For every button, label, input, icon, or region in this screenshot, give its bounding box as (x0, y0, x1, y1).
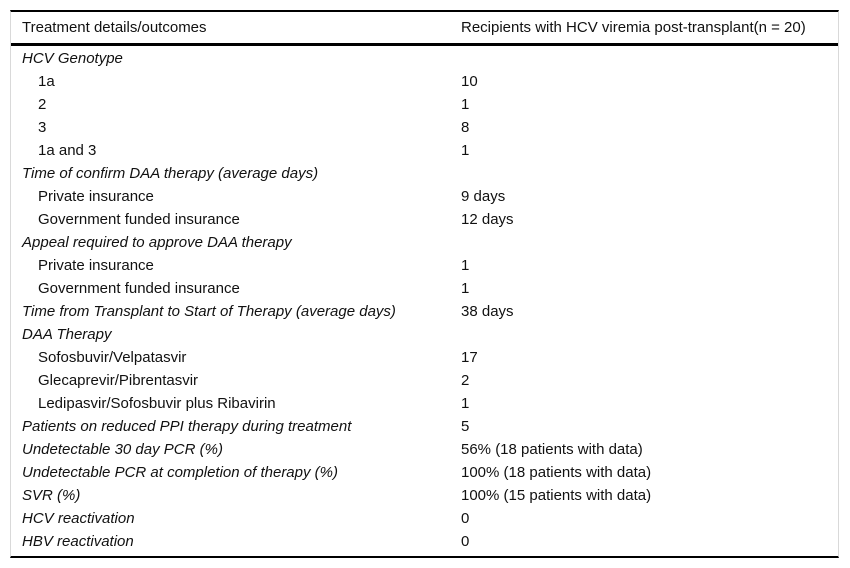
row-value: 1 (461, 257, 470, 274)
row-value: 5 (461, 418, 470, 435)
row-label: Patients on reduced PPI therapy during t… (22, 418, 352, 435)
row-value: 0 (461, 533, 470, 550)
row-value: 0 (461, 510, 470, 527)
row-label: 2 (38, 96, 47, 113)
row-label: 1a (38, 73, 55, 90)
row-label: 3 (38, 119, 47, 136)
row-label: Ledipasvir/Sofosbuvir plus Ribavirin (38, 395, 276, 412)
column-header-treatment-details: Treatment details/outcomes (22, 19, 207, 36)
row-label: HCV reactivation (22, 510, 135, 527)
table-row: Government funded insurance 1 (11, 277, 838, 300)
row-label: 1a and 3 (38, 142, 97, 159)
table-body: HCV Genotype 1a 10 2 1 3 8 1a and 3 1 Ti… (11, 46, 838, 556)
row-value: 2 (461, 372, 470, 389)
table-row: Appeal required to approve DAA therapy (11, 231, 838, 254)
table-row: Private insurance 9 days (11, 185, 838, 208)
row-label: Sofosbuvir/Velpatasvir (38, 349, 187, 366)
row-value: 12 days (461, 211, 514, 228)
row-value: 56% (18 patients with data) (461, 441, 643, 458)
row-value: 38 days (461, 303, 514, 320)
table-row: Patients on reduced PPI therapy during t… (11, 415, 838, 438)
row-value: 1 (461, 280, 470, 297)
table-row: Glecaprevir/Pibrentasvir 2 (11, 369, 838, 392)
row-label: Undetectable 30 day PCR (%) (22, 441, 223, 458)
row-label: Time from Transplant to Start of Therapy… (22, 303, 396, 320)
table-header-row: Treatment details/outcomes Recipients wi… (11, 12, 838, 46)
row-value: 10 (461, 73, 478, 90)
row-value: 1 (461, 395, 470, 412)
row-label: Time of confirm DAA therapy (average day… (22, 165, 319, 182)
row-label: DAA Therapy (22, 326, 112, 343)
table-row: 3 8 (11, 116, 838, 139)
row-label: HCV Genotype (22, 50, 123, 67)
row-label: Government funded insurance (38, 211, 240, 228)
table-row: Ledipasvir/Sofosbuvir plus Ribavirin 1 (11, 392, 838, 415)
table-row: Sofosbuvir/Velpatasvir 17 (11, 346, 838, 369)
row-label: Glecaprevir/Pibrentasvir (38, 372, 199, 389)
table-row: SVR (%) 100% (15 patients with data) (11, 484, 838, 507)
row-value: 17 (461, 349, 478, 366)
table-row: 1a and 3 1 (11, 139, 838, 162)
row-label: SVR (%) (22, 487, 81, 504)
row-label: Undetectable PCR at completion of therap… (22, 464, 338, 481)
table-row: Undetectable 30 day PCR (%) 56% (18 pati… (11, 438, 838, 461)
row-value: 8 (461, 119, 470, 136)
table-row: Time of confirm DAA therapy (average day… (11, 162, 838, 185)
row-label: HBV reactivation (22, 533, 134, 550)
table-row: Time from Transplant to Start of Therapy… (11, 300, 838, 323)
row-value: 100% (15 patients with data) (461, 487, 652, 504)
row-label: Private insurance (38, 257, 154, 274)
table-row: Undetectable PCR at completion of therap… (11, 461, 838, 484)
table-row: HBV reactivation 0 (11, 530, 838, 553)
row-value: 9 days (461, 188, 506, 205)
table-row: 1a 10 (11, 70, 838, 93)
table-row: HCV Genotype (11, 47, 838, 70)
table-row: Private insurance 1 (11, 254, 838, 277)
table-row: DAA Therapy (11, 323, 838, 346)
row-label: Private insurance (38, 188, 154, 205)
row-label: Appeal required to approve DAA therapy (22, 234, 292, 251)
row-value: 1 (461, 142, 470, 159)
table-row: HCV reactivation 0 (11, 507, 838, 530)
row-value: 100% (18 patients with data) (461, 464, 652, 481)
treatment-outcomes-table: Treatment details/outcomes Recipients wi… (10, 10, 839, 558)
column-header-recipients: Recipients with HCV viremia post-transpl… (461, 19, 806, 36)
table-row: Government funded insurance 12 days (11, 208, 838, 231)
table-row: 2 1 (11, 93, 838, 116)
row-label: Government funded insurance (38, 280, 240, 297)
row-value: 1 (461, 96, 470, 113)
